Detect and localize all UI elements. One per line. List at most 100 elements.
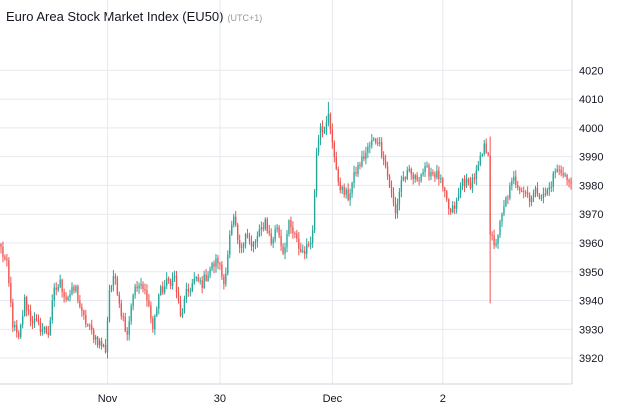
candle-body [266,219,268,231]
candle-body [365,152,367,160]
candle-body [463,178,466,187]
candle-body [146,290,148,301]
x-tick-label-Dec: Dec [323,393,343,405]
candle-body [284,247,286,254]
candle-body [140,284,142,286]
candle-body [519,187,521,191]
candle-body [199,280,201,282]
candle-body [236,224,239,241]
candle-body [201,280,203,289]
candle-body [347,189,349,201]
candle-body [420,174,422,181]
candle-body [83,310,85,315]
candle-body [300,248,302,252]
x-tick-label-2: 2 [440,393,446,405]
candle-body [43,327,46,330]
candle-body [195,276,197,279]
chart-title: Euro Area Stock Market Index (EU50) [6,9,224,24]
candle-body [71,287,73,295]
candle-body [87,324,89,326]
candle-body [91,325,93,330]
candle-body [392,192,395,204]
candle-body [471,177,474,189]
candle-body [242,243,245,248]
candle-body [388,176,391,187]
candle-body [187,289,190,292]
candle-body [179,300,182,316]
candle-body [558,169,560,171]
x-axis-ticks: Nov 30 Dec 2 [98,393,446,405]
x-tick-label-30: 30 [214,393,226,405]
candle-body [213,263,215,267]
candle-body [410,168,412,175]
candle-body [4,256,6,259]
candle-body [20,324,22,338]
candle-body [371,139,373,146]
candle-body [264,219,266,230]
candle-body [307,244,310,246]
candle-body [424,165,426,173]
candle-body [390,186,393,193]
candle-body [16,324,18,333]
candle-body [231,224,233,235]
candle-body [448,199,450,209]
candle-body [568,180,570,183]
candle-body [134,286,136,296]
candle-body [382,156,385,161]
candle-body [465,178,468,187]
candle-body [69,294,71,298]
candle-body [339,181,341,191]
candle-body [499,221,501,236]
candle-body [33,318,36,324]
candle-body [296,233,298,239]
candle-body [160,286,162,295]
candle-body [373,139,375,141]
candle-body [469,182,472,189]
candle-body [422,172,424,175]
y-tick-label-4020: 4020 [579,65,603,77]
candle-body [298,238,300,249]
timezone-label: (UTC+1) [227,13,263,23]
candle-body [453,205,456,209]
candle-body [461,178,464,186]
candle-body [323,130,326,133]
candle-body [53,287,55,301]
candle-body [485,143,487,153]
candle-body [240,247,243,249]
candles [0,101,572,359]
candle-body [63,291,65,297]
y-tick-label-3930: 3930 [579,324,603,336]
candle-body [294,233,296,235]
candle-body [532,192,535,198]
candle-body [169,280,172,286]
candle-body [542,193,545,198]
candle-body [165,278,168,286]
y-tick-label-3980: 3980 [579,180,603,192]
candle-body [515,176,517,185]
candle-body [81,307,83,311]
candle-body [357,164,359,174]
candle-body [104,345,107,353]
candle-body [0,244,2,247]
candle-body [280,235,282,246]
y-tick-label-4000: 4000 [579,123,603,135]
candle-body [205,274,207,281]
candle-body [534,187,537,193]
candle-body [337,169,339,182]
candle-body [39,322,42,333]
candle-body [65,296,67,300]
candle-body [183,299,186,313]
candle-body [92,329,95,340]
y-tick-label-3950: 3950 [579,267,603,279]
candle-body [552,173,554,187]
candle-body [35,318,38,321]
candle-body [418,180,420,182]
candle-body [363,156,365,160]
candle-body [325,122,328,131]
candle-body [440,178,442,180]
candle-body [175,275,178,293]
candle-body [6,258,8,261]
candle-body [189,291,192,293]
candle-body [258,229,261,237]
